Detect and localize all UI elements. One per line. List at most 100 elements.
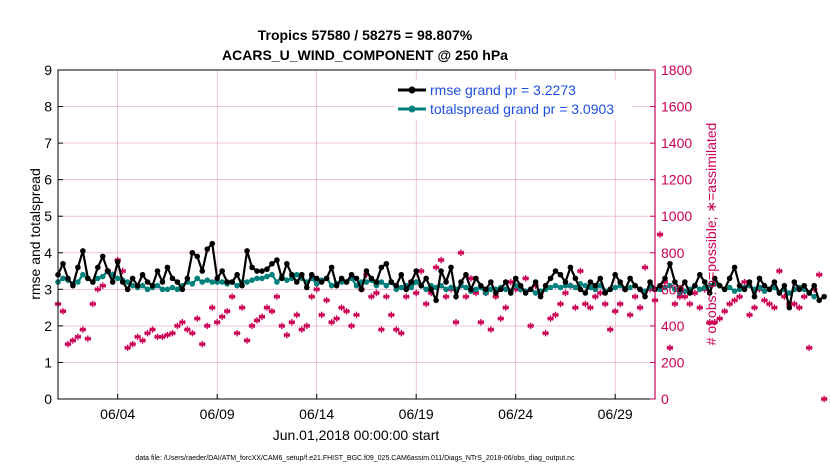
rmse-point: [617, 279, 623, 285]
rmse-point: [413, 268, 420, 274]
rmse-point: [65, 275, 71, 282]
obs-assimilated-point: [368, 293, 375, 300]
obs-assimilated-point: [666, 344, 674, 352]
left-tick-label: 7: [44, 135, 52, 151]
obs-assimilated-point: [139, 337, 146, 344]
rmse-point: [443, 279, 449, 285]
rmse-point: [373, 279, 380, 285]
rmse-point: [682, 279, 688, 285]
obs-assimilated-point: [616, 300, 624, 308]
obs-assimilated-point: [562, 289, 569, 297]
rmse-point: [776, 290, 783, 296]
rmse-point: [627, 275, 633, 282]
obs-assimilated-point: [129, 340, 136, 348]
rmse-point: [751, 293, 758, 300]
data-file-footer: data file: /Users/raeder/DAI/ATM_forcXX/…: [135, 455, 575, 462]
rmse-point: [537, 293, 544, 300]
x-axis-ticks: 06/04 06/09 06/14 06/19 06/24 06/29: [100, 394, 633, 422]
rmse-point: [577, 286, 584, 293]
rmse-point: [199, 268, 206, 274]
rmse-point: [169, 275, 176, 282]
totalspread-point: [75, 279, 81, 285]
totalspread-point: [284, 277, 290, 283]
obs-assimilated-point: [179, 319, 186, 326]
totalspread-point: [60, 275, 66, 282]
left-tick-label: 4: [44, 245, 52, 261]
totalspread-point: [786, 290, 793, 296]
totalspread-point: [114, 275, 121, 282]
rmse-point: [607, 286, 614, 293]
obs-assimilated-point: [214, 319, 221, 326]
totalspread-point: [124, 279, 131, 285]
obs-assimilated-point: [184, 326, 191, 333]
obs-assimilated-point: [497, 315, 504, 322]
rmse-point: [692, 282, 698, 289]
obs-assimilated-point: [751, 304, 758, 311]
totalspread-point: [204, 277, 211, 283]
rmse-point: [527, 286, 534, 293]
rmse-point: [114, 259, 121, 265]
obs-assimilated-point: [388, 311, 395, 319]
rmse-point: [338, 275, 345, 282]
totalspread-point: [502, 286, 509, 293]
rmse-point: [632, 282, 638, 289]
rmse-point: [642, 293, 648, 300]
rmse-point: [328, 264, 335, 271]
obs-assimilated-point: [820, 395, 828, 403]
obs-assimilated-point: [706, 319, 713, 326]
obs-assimilated-point: [552, 311, 559, 319]
right-tick-label: 1200: [661, 172, 692, 188]
rmse-point: [358, 286, 365, 293]
obs-assimilated-point: [373, 289, 380, 297]
rmse-point: [294, 279, 300, 285]
rmse-point: [796, 286, 803, 293]
totalspread-point: [463, 284, 469, 291]
rmse-point: [667, 260, 673, 267]
rmse-point: [502, 279, 509, 285]
rmse-point: [458, 279, 464, 285]
right-tick-label: 1000: [661, 208, 692, 224]
totalspread-point: [234, 282, 240, 289]
rmse-point: [801, 282, 808, 289]
obs-assimilated-point: [318, 311, 325, 319]
rmse-point: [597, 275, 604, 282]
obs-assimilated-point: [711, 319, 718, 326]
obs-assimilated-point: [303, 322, 310, 330]
obs-assimilated-point: [273, 293, 281, 300]
obs-assimilated-point: [631, 293, 639, 300]
rmse-point: [716, 282, 723, 289]
obs-assimilated-point: [612, 308, 619, 315]
obs-assimilated-point: [771, 304, 778, 311]
totalspread-point: [696, 286, 703, 293]
rmse-point: [393, 282, 400, 289]
rmse-point: [478, 282, 484, 289]
rmse-point: [229, 279, 235, 285]
totalspread-point: [572, 284, 579, 291]
obs-assimilated-point: [64, 340, 72, 348]
rmse-point: [109, 279, 116, 285]
obs-assimilated-point: [383, 293, 390, 300]
totalspread-point: [488, 286, 494, 293]
rmse-point: [532, 279, 539, 285]
totalspread-point: [159, 286, 166, 293]
rmse-point: [139, 271, 146, 278]
rmse-point: [741, 286, 748, 293]
rmse-point: [204, 246, 211, 252]
obs-assimilated-point: [626, 311, 634, 319]
right-axis-ticks: 0 200 400 600 800 1000 1200 1400 1600 1800: [650, 62, 692, 407]
rmse-point: [781, 282, 788, 289]
x-tick-label: 06/14: [299, 406, 334, 422]
rmse-point: [438, 268, 444, 274]
totalspread-point: [194, 275, 201, 282]
obs-assimilated-point: [726, 300, 733, 308]
rmse-point: [587, 279, 594, 285]
obs-assimilated-point: [572, 304, 579, 311]
obs-assimilated-point: [417, 267, 425, 275]
obs-assimilated-point: [597, 289, 604, 297]
obs-assimilated-point: [422, 300, 430, 308]
obs-assimilated-point: [477, 319, 485, 326]
totalspread-point: [667, 282, 673, 289]
totalspread-point: [761, 288, 768, 294]
obs-assimilated-point: [413, 289, 420, 297]
totalspread-point: [139, 282, 146, 289]
